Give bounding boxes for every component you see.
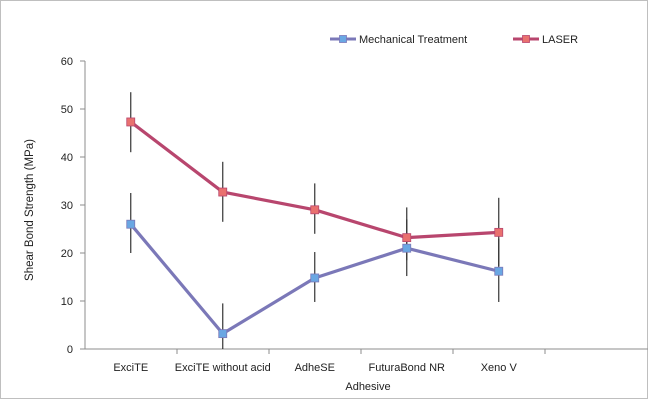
data-point-mechanical [218, 329, 228, 339]
data-point-laser [126, 117, 136, 127]
y-tick-label: 60 [61, 56, 73, 68]
y-axis-ticks: 0 10 20 30 40 50 60 [61, 56, 85, 356]
data-point-mechanical [494, 266, 504, 276]
data-point-laser [310, 205, 320, 215]
legend-entry-laser: LASER [513, 34, 578, 46]
x-tick-label: ExciTE without acid [175, 362, 271, 374]
y-tick-label: 40 [61, 152, 73, 164]
data-point-laser [402, 233, 412, 243]
data-point-laser [218, 187, 228, 197]
legend-label-mechanical: Mechanical Treatment [359, 34, 467, 46]
y-tick-label: 0 [67, 344, 73, 356]
x-tick-label: FuturaBond NR [369, 362, 445, 374]
x-axis-ticks: ExciTE ExciTE without acid AdheSE FuturaBon… [113, 349, 546, 374]
legend-label-laser: LASER [542, 34, 578, 46]
x-tick-label: Xeno V [481, 362, 518, 374]
series-points [126, 117, 504, 339]
data-point-mechanical [310, 273, 320, 283]
y-axis-title: Shear Bond Strength (MPa) [24, 139, 36, 281]
y-tick-label: 20 [61, 248, 73, 260]
x-tick-label: ExciTE [113, 362, 148, 374]
y-tick-label: 10 [61, 296, 73, 308]
data-point-mechanical [126, 219, 136, 229]
legend: Mechanical Treatment LASER [330, 34, 578, 46]
x-axis-title: Adhesive [345, 381, 390, 393]
x-tick-label: AdheSE [295, 362, 335, 374]
legend-marker-laser [522, 35, 530, 43]
data-point-laser [494, 227, 504, 237]
legend-marker-mechanical [339, 35, 347, 43]
legend-entry-mechanical: Mechanical Treatment [330, 34, 467, 46]
y-tick-label: 50 [61, 104, 73, 116]
data-point-mechanical [402, 243, 412, 253]
y-tick-label: 30 [61, 200, 73, 212]
